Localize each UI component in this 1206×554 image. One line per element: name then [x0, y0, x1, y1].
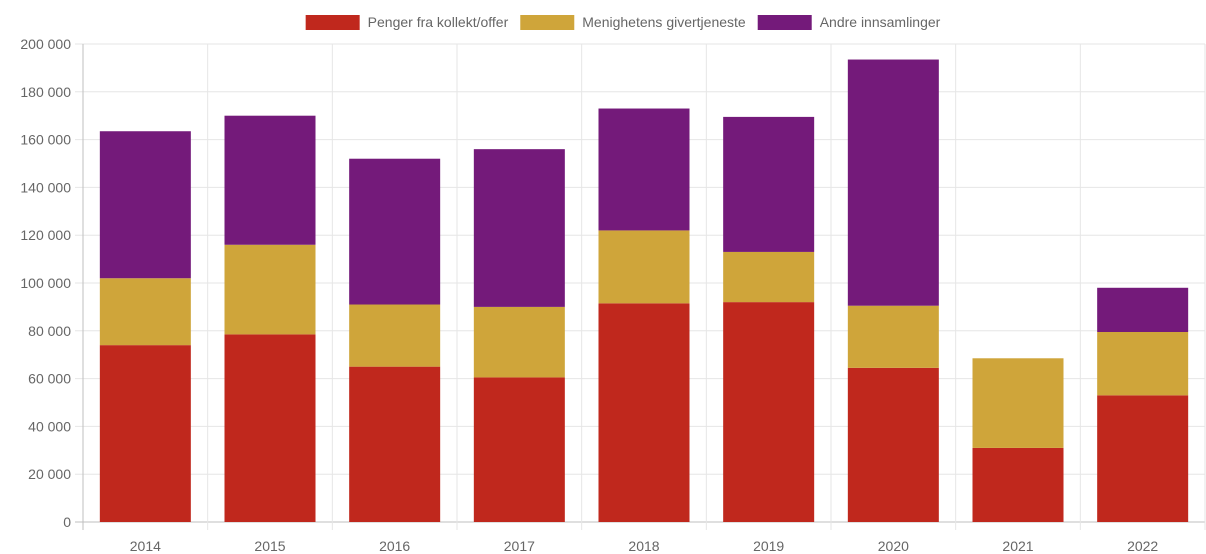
bar-segment [1097, 395, 1189, 522]
x-tick-label: 2017 [504, 538, 535, 554]
bar-segment [972, 447, 1064, 522]
bar-segment [99, 278, 191, 346]
y-tick-label: 140 000 [20, 179, 71, 195]
x-tick-label: 2016 [379, 538, 410, 554]
y-tick-label: 0 [63, 514, 71, 530]
y-tick-label: 60 000 [28, 371, 71, 387]
x-tick-label: 2020 [878, 538, 909, 554]
bar-segment [598, 303, 690, 522]
y-tick-label: 80 000 [28, 323, 71, 339]
bar-segment [349, 366, 441, 522]
bar-segment [723, 302, 815, 522]
bar-segment [99, 131, 191, 279]
bar-segment [723, 116, 815, 252]
bar-segment [972, 358, 1064, 448]
y-tick-label: 180 000 [20, 84, 71, 100]
x-axis: 2014 2015 2016 2017 2018 2019 2020 2021 2022 [130, 538, 1159, 554]
legend: Penger fra kollekt/offer Menighetens give… [305, 14, 941, 30]
x-tick-label: 2014 [130, 538, 161, 554]
bars [99, 59, 1189, 522]
bar-segment [598, 108, 690, 231]
bar-segment [847, 367, 939, 522]
y-tick-label: 20 000 [28, 466, 71, 482]
y-tick-label: 120 000 [20, 227, 71, 243]
bar-segment [1097, 331, 1189, 396]
bar-segment [598, 230, 690, 304]
bar-segment [224, 334, 316, 522]
y-tick-label: 40 000 [28, 418, 71, 434]
bar-segment [473, 149, 565, 307]
legend-label: Menighetens givertjeneste [582, 14, 746, 30]
bar-segment [1097, 287, 1189, 332]
x-tick-label: 2021 [1002, 538, 1033, 554]
bar-segment [349, 304, 441, 367]
bar-segment [349, 158, 441, 305]
bar-segment [723, 251, 815, 303]
bar-segment [473, 377, 565, 522]
legend-swatch [305, 15, 360, 30]
y-tick-label: 100 000 [20, 275, 71, 291]
y-tick-label: 160 000 [20, 132, 71, 148]
x-tick-label: 2018 [628, 538, 659, 554]
legend-swatch [520, 15, 575, 30]
y-axis: 0 20 000 40 000 60 000 80 000 100 000 120 000 1… [20, 36, 71, 530]
bar-segment [99, 345, 191, 522]
bar-segment [847, 305, 939, 368]
y-tick-label: 200 000 [20, 36, 71, 52]
legend-swatch [757, 15, 812, 30]
legend-label: Andre innsamlinger [820, 14, 941, 30]
x-tick-label: 2019 [753, 538, 784, 554]
bar-segment [224, 115, 316, 245]
bar-segment [224, 244, 316, 335]
bar-segment [473, 306, 565, 378]
x-tick-label: 2022 [1127, 538, 1158, 554]
legend-label: Penger fra kollekt/offer [368, 14, 509, 30]
bar-segment [847, 59, 939, 306]
x-tick-label: 2015 [254, 538, 285, 554]
